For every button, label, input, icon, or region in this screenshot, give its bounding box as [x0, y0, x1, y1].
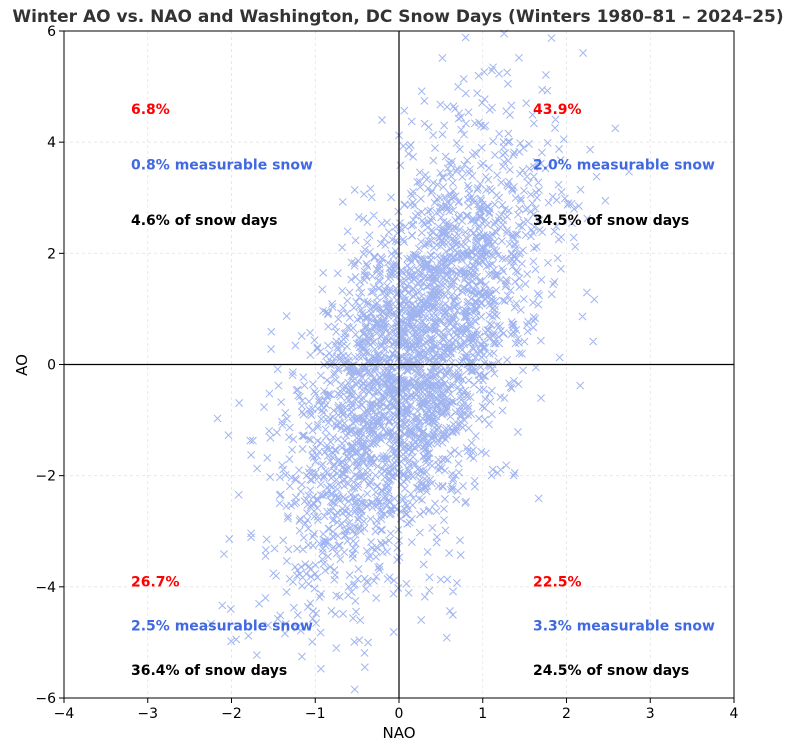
annotation-top-left-measurable: 0.8% measurable snow: [131, 157, 313, 173]
annotation-bottom-right-pct: 22.5%: [533, 574, 582, 590]
annotation-top-left-snow-days: 4.6% of snow days: [131, 213, 278, 229]
y-tick-label: 2: [47, 246, 56, 262]
annotation-bottom-right-measurable: 3.3% measurable snow: [533, 619, 715, 635]
y-axis-label: AO: [13, 354, 31, 376]
x-tick-label: −4: [54, 706, 75, 722]
annotation-top-left-pct: 6.8%: [131, 102, 170, 118]
x-tick-label: 0: [395, 706, 404, 722]
annotation-top-right-measurable: 2.0% measurable snow: [533, 157, 715, 173]
y-tick-label: −2: [35, 469, 56, 485]
x-tick-label: −1: [305, 706, 326, 722]
scatter-points: [207, 29, 633, 694]
x-tick-label: −2: [221, 706, 242, 722]
x-axis-label: NAO: [382, 724, 415, 742]
y-tick-label: 4: [47, 135, 56, 151]
annotation-bottom-left-snow-days: 36.4% of snow days: [131, 663, 287, 679]
data-point-markers: [207, 29, 633, 694]
annotation-bottom-left-measurable: 2.5% measurable snow: [131, 619, 313, 635]
x-tick-label: 1: [478, 706, 487, 722]
y-tick-label: −6: [35, 691, 56, 707]
x-tick-label: −3: [137, 706, 158, 722]
x-tick-label: 4: [730, 706, 739, 722]
annotation-bottom-right-snow-days: 24.5% of snow days: [533, 663, 689, 679]
annotation-top-right-pct: 43.9%: [533, 102, 582, 118]
y-tick-label: 6: [47, 24, 56, 40]
quadrant-annotations: 6.8% 0.8% measurable snow 4.6% of snow day…: [131, 102, 715, 679]
x-tick-label: 2: [562, 706, 571, 722]
annotation-bottom-left-pct: 26.7%: [131, 574, 180, 590]
y-tick-label: −4: [35, 580, 56, 596]
annotation-top-right-snow-days: 34.5% of snow days: [533, 213, 689, 229]
y-tick-label: 0: [47, 358, 56, 374]
x-tick-label: 3: [646, 706, 655, 722]
chart-title: Winter AO vs. NAO and Washington, DC Sno…: [12, 7, 783, 27]
